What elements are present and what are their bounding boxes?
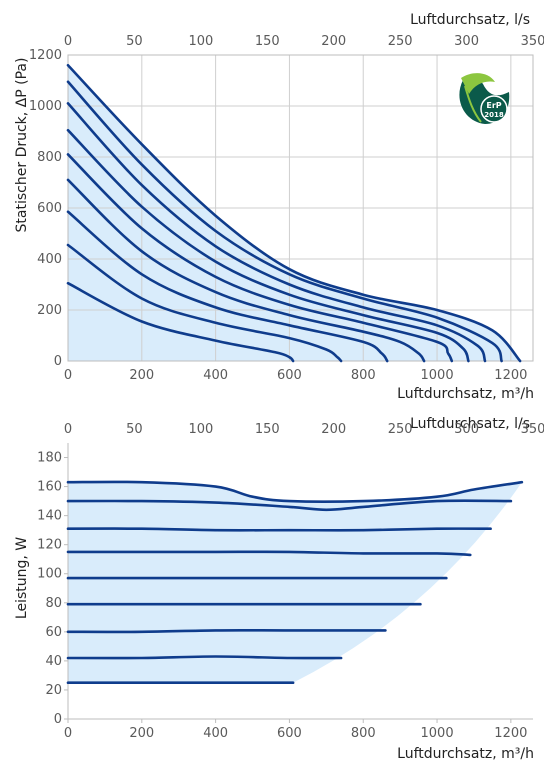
x2-tick-label: 250 <box>388 34 413 49</box>
x-tick-label: 0 <box>64 726 72 741</box>
y-tick-label: 100 <box>37 567 62 582</box>
y-tick-label: 800 <box>37 150 62 165</box>
x-tick-label: 0 <box>64 368 72 383</box>
x-tick-label: 1000 <box>421 726 454 741</box>
series-line-2 <box>66 243 343 363</box>
y-tick-label: 120 <box>37 538 62 553</box>
x2-axis-label: Luftdurchsatz, l/s <box>410 12 530 28</box>
series-line-3 <box>66 628 387 634</box>
y-axis-label: Statischer Druck, ΔP (Pa) <box>14 58 30 233</box>
x-axis-label: Luftdurchsatz, m³/h <box>397 746 534 762</box>
y-tick-label: 80 <box>45 596 62 611</box>
series-line-9 <box>66 480 524 503</box>
y-tick-label: 600 <box>37 201 62 216</box>
y-axis-label: Leistung, W <box>14 537 30 619</box>
y-tick-label: 0 <box>54 354 62 369</box>
x-tick-label: 200 <box>129 726 154 741</box>
plot-background <box>67 54 534 362</box>
plot-background <box>64 443 533 723</box>
y-tick-label: 1000 <box>29 99 62 114</box>
y-tick-label: 200 <box>37 303 62 318</box>
x-tick-label: 800 <box>351 368 376 383</box>
series-line-7 <box>66 527 492 532</box>
series-line-6 <box>66 550 472 557</box>
y-tick-label: 20 <box>45 683 62 698</box>
y-tick-label: 140 <box>37 509 62 524</box>
x-axis-label: Luftdurchsatz, m³/h <box>397 386 534 402</box>
series-line-2 <box>66 655 343 660</box>
x-tick-label: 200 <box>129 368 154 383</box>
y-tick-label: 60 <box>45 625 62 640</box>
y-tick-label: 40 <box>45 654 62 669</box>
badge-label: ErP <box>486 101 501 110</box>
y-tick-label: 400 <box>37 252 62 267</box>
y-tick-label: 1200 <box>29 48 62 63</box>
operating-area <box>68 65 521 361</box>
power-chart: Luftdurchsatz, l/s Luftdurchsatz, m³/h L… <box>14 416 544 762</box>
x-tick-label: 600 <box>277 726 302 741</box>
x2-tick-label: 150 <box>255 422 280 437</box>
erp-badge: ErP 2018 <box>459 73 510 124</box>
x2-axis-label: Luftdurchsatz, l/s <box>410 416 530 432</box>
x2-tick-label: 50 <box>126 34 143 49</box>
y-tick-label: 0 <box>54 712 62 727</box>
x-tick-label: 400 <box>203 368 228 383</box>
x2-tick-label: 150 <box>255 34 280 49</box>
x2-tick-label: 200 <box>321 422 346 437</box>
x2-tick-label: 100 <box>188 34 213 49</box>
x2-tick-label: 300 <box>454 34 479 49</box>
x2-tick-label: 0 <box>64 422 72 437</box>
x-tick-label: 800 <box>351 726 376 741</box>
x2-tick-label: 350 <box>521 422 544 437</box>
x2-tick-label: 200 <box>321 34 346 49</box>
series-line-3 <box>66 210 389 363</box>
pressure-chart: Luftdurchsatz, l/s Luftdurchsatz, m³/h S… <box>14 12 544 402</box>
series-line-1 <box>66 281 295 363</box>
series-line-9 <box>66 63 522 363</box>
leaf-stem-icon <box>464 85 482 123</box>
x-tick-label: 1200 <box>494 368 527 383</box>
x-tick-label: 400 <box>203 726 228 741</box>
x2-tick-label: 0 <box>64 34 72 49</box>
x2-tick-label: 350 <box>521 34 544 49</box>
x2-tick-label: 100 <box>188 422 213 437</box>
y-tick-label: 180 <box>37 451 62 466</box>
plot-frame <box>67 54 534 362</box>
series-line-4 <box>66 178 426 363</box>
leaf-accent-icon <box>461 73 495 94</box>
badge-year: 2018 <box>484 111 504 119</box>
series-line-8 <box>66 499 513 512</box>
x2-tick-label: 50 <box>126 422 143 437</box>
y-tick-label: 160 <box>37 480 62 495</box>
x2-tick-label: 250 <box>388 422 413 437</box>
series-line-8 <box>66 80 503 363</box>
x-tick-label: 1000 <box>421 368 454 383</box>
series-line-5 <box>66 153 454 363</box>
x-tick-label: 600 <box>277 368 302 383</box>
series-line-6 <box>66 128 470 363</box>
badge-disc <box>480 95 508 123</box>
x2-tick-label: 300 <box>454 422 479 437</box>
x-tick-label: 1200 <box>494 726 527 741</box>
operating-area <box>68 481 522 683</box>
series-line-7 <box>66 102 487 363</box>
